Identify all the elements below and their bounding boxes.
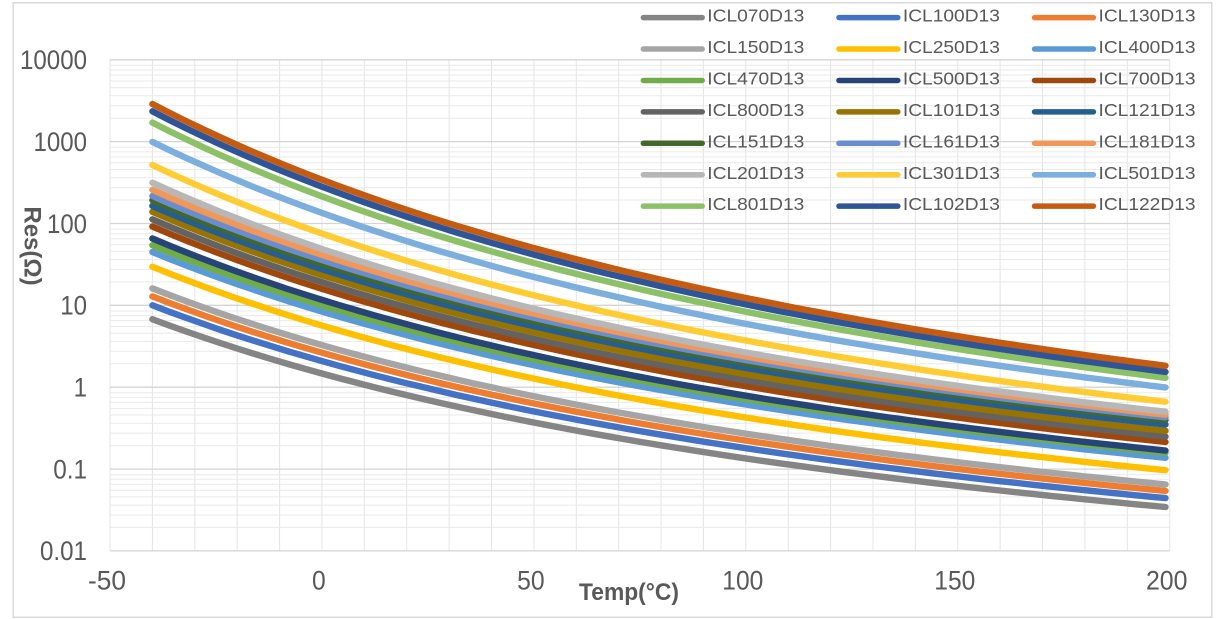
svg-text:ICL130D13: ICL130D13 [1099,6,1196,26]
svg-text:ICL700D13: ICL700D13 [1099,69,1196,89]
svg-text:200: 200 [1146,566,1188,596]
svg-text:ICL470D13: ICL470D13 [707,69,804,89]
svg-text:ICL181D13: ICL181D13 [1099,131,1196,151]
svg-text:ICL161D13: ICL161D13 [903,131,1000,151]
svg-text:ICL201D13: ICL201D13 [707,163,804,183]
svg-text:ICL500D13: ICL500D13 [903,69,1000,89]
svg-text:ICL501D13: ICL501D13 [1099,163,1196,183]
svg-text:1000: 1000 [34,127,88,157]
svg-text:50: 50 [517,566,545,596]
svg-text:ICL301D13: ICL301D13 [903,163,1000,183]
svg-text:ICL151D13: ICL151D13 [707,131,804,151]
svg-text:0: 0 [312,566,326,596]
svg-text:ICL800D13: ICL800D13 [707,100,804,120]
svg-text:Temp(°C): Temp(°C) [579,580,679,606]
svg-text:Res(Ω): Res(Ω) [18,206,45,285]
svg-text:100: 100 [722,566,763,596]
svg-text:ICL121D13: ICL121D13 [1099,100,1196,120]
svg-text:ICL101D13: ICL101D13 [903,100,1000,120]
svg-text:ICL150D13: ICL150D13 [707,37,804,57]
svg-text:ICL100D13: ICL100D13 [903,6,1000,26]
svg-text:ICL250D13: ICL250D13 [903,37,1000,57]
svg-text:ICL122D13: ICL122D13 [1099,194,1196,214]
svg-text:0.01: 0.01 [40,536,87,566]
svg-text:ICL102D13: ICL102D13 [903,194,1000,214]
svg-text:1: 1 [74,373,87,403]
svg-text:-50: -50 [88,566,126,596]
svg-text:0.1: 0.1 [53,454,87,484]
svg-text:ICL400D13: ICL400D13 [1099,37,1196,57]
svg-text:100: 100 [47,209,87,239]
svg-text:ICL070D13: ICL070D13 [707,6,804,26]
svg-text:10: 10 [60,291,87,321]
svg-text:ICL801D13: ICL801D13 [707,194,804,214]
svg-text:10000: 10000 [20,45,87,75]
svg-text:150: 150 [934,566,975,596]
